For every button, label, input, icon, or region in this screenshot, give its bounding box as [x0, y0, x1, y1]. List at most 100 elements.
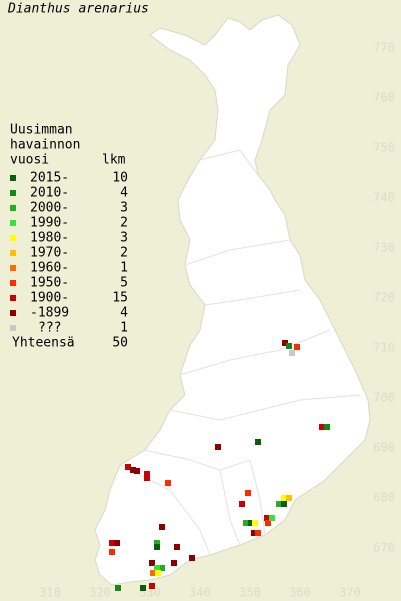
y-tick-label: 730 — [373, 241, 395, 255]
observation — [114, 540, 120, 546]
legend-swatch — [10, 325, 16, 331]
legend-heading: lkm — [102, 153, 126, 168]
legend-label: 2000- — [30, 201, 69, 216]
observation — [289, 350, 295, 356]
observation — [159, 524, 165, 530]
legend-total: 50 — [112, 336, 128, 351]
x-tick-label: 370 — [339, 586, 361, 600]
observation — [215, 444, 221, 450]
observation — [125, 464, 131, 470]
x-tick-label: 340 — [189, 586, 211, 600]
observation — [276, 501, 282, 507]
observation — [174, 544, 180, 550]
legend-count: 4 — [120, 306, 128, 321]
x-tick-label: 350 — [239, 586, 261, 600]
observation — [150, 570, 156, 576]
legend-swatch — [10, 235, 16, 241]
legend-swatch — [10, 175, 16, 181]
observation — [144, 471, 150, 477]
observation — [155, 570, 161, 576]
legend-label: 1900- — [30, 291, 69, 306]
legend-label: 1990- — [30, 216, 69, 231]
legend-heading: Uusimman — [10, 123, 73, 138]
legend-swatch — [10, 220, 16, 226]
observation — [165, 480, 171, 486]
legend-label: 1970- — [30, 246, 69, 261]
legend-count: 10 — [112, 171, 128, 186]
legend-label: 2010- — [30, 186, 69, 201]
observation — [269, 515, 275, 521]
x-tick-label: 310 — [39, 586, 61, 600]
observation — [286, 343, 292, 349]
observation — [130, 467, 136, 473]
legend-swatch — [10, 205, 16, 211]
observation — [282, 340, 288, 346]
observation — [255, 530, 261, 536]
legend-count: 3 — [120, 231, 128, 246]
y-tick-label: 680 — [373, 491, 395, 505]
legend-count: 2 — [120, 216, 128, 231]
legend-count: 2 — [120, 246, 128, 261]
observation — [255, 439, 261, 445]
observation — [286, 495, 292, 501]
legend-heading: vuosi — [10, 153, 49, 168]
legend-heading: havainnon — [10, 138, 80, 153]
y-tick-label: 700 — [373, 391, 395, 405]
legend-label: ??? — [38, 321, 61, 336]
legend-count: 15 — [112, 291, 128, 306]
observation — [115, 585, 121, 591]
observation — [324, 424, 330, 430]
legend-swatch — [10, 190, 16, 196]
x-tick-label: 360 — [289, 586, 311, 600]
y-tick-label: 770 — [373, 41, 395, 55]
y-tick-label: 750 — [373, 141, 395, 155]
observation — [252, 520, 258, 526]
observation — [248, 520, 254, 526]
legend-swatch — [10, 280, 16, 286]
observation — [154, 540, 160, 546]
legend-label: 2015- — [30, 171, 69, 186]
observation — [149, 560, 155, 566]
observation — [281, 495, 287, 501]
map-title: Dianthus arenarius — [7, 2, 149, 17]
observation — [245, 490, 251, 496]
y-tick-label: 760 — [373, 91, 395, 105]
observation — [159, 565, 165, 571]
observation — [134, 468, 140, 474]
observation — [294, 344, 300, 350]
observation — [154, 565, 160, 571]
observation — [109, 540, 115, 546]
y-tick-label: 710 — [373, 341, 395, 355]
legend-swatch — [10, 265, 16, 271]
observation — [171, 560, 177, 566]
legend-swatch — [10, 250, 16, 256]
legend-count: 5 — [120, 276, 128, 291]
legend-total-label: Yhteensä — [12, 336, 75, 351]
legend-label: -1899 — [30, 306, 69, 321]
legend-label: 1950- — [30, 276, 69, 291]
legend-count: 3 — [120, 201, 128, 216]
legend-count: 1 — [120, 261, 128, 276]
observation — [149, 583, 155, 589]
observation — [154, 544, 160, 550]
legend-label: 1960- — [30, 261, 69, 276]
observation — [109, 549, 115, 555]
legend-swatch — [10, 310, 16, 316]
observation — [243, 520, 249, 526]
observation — [319, 424, 325, 430]
observation — [189, 555, 195, 561]
legend-swatch — [10, 295, 16, 301]
legend-count: 4 — [120, 186, 128, 201]
observation — [239, 501, 245, 507]
y-tick-label: 670 — [373, 541, 395, 555]
legend-label: 1980- — [30, 231, 69, 246]
legend-count: 1 — [120, 321, 128, 336]
y-tick-label: 690 — [373, 441, 395, 455]
y-tick-label: 740 — [373, 191, 395, 205]
observation — [281, 501, 287, 507]
x-tick-label: 320 — [89, 586, 111, 600]
observation — [265, 520, 271, 526]
observation — [251, 530, 257, 536]
country-outline — [94, 14, 371, 586]
